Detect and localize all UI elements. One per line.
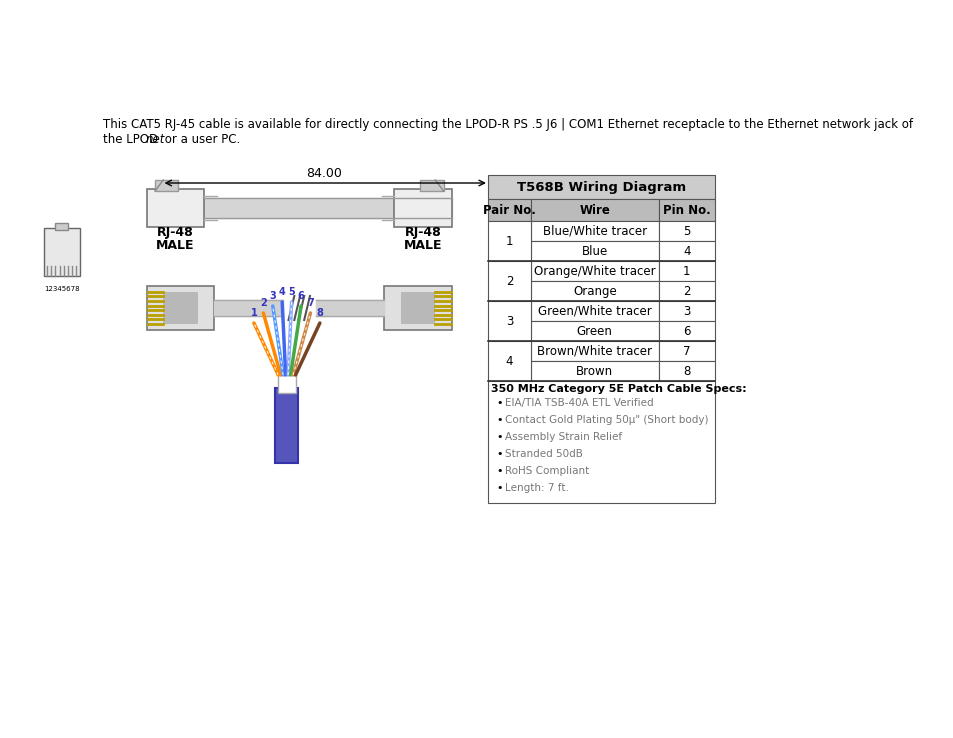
FancyBboxPatch shape <box>488 175 714 199</box>
Text: EIA/TIA TSB-40A ETL Verified: EIA/TIA TSB-40A ETL Verified <box>504 398 653 408</box>
FancyBboxPatch shape <box>488 199 531 221</box>
Text: 6: 6 <box>682 325 690 337</box>
Text: 7: 7 <box>682 345 690 357</box>
Text: Green/White tracer: Green/White tracer <box>537 305 651 317</box>
FancyBboxPatch shape <box>658 321 714 341</box>
Text: 2: 2 <box>682 285 690 297</box>
FancyBboxPatch shape <box>531 281 658 301</box>
Text: RJ-48: RJ-48 <box>157 226 193 239</box>
FancyBboxPatch shape <box>531 221 658 241</box>
FancyBboxPatch shape <box>531 361 658 381</box>
FancyBboxPatch shape <box>163 292 197 324</box>
Text: 8: 8 <box>316 308 323 318</box>
FancyBboxPatch shape <box>658 301 714 321</box>
Text: or a user PC.: or a user PC. <box>161 133 240 146</box>
Text: •: • <box>496 466 502 476</box>
Text: Assembly Strain Relief: Assembly Strain Relief <box>504 432 621 442</box>
Text: RoHS Compliant: RoHS Compliant <box>504 466 588 476</box>
FancyBboxPatch shape <box>394 189 452 227</box>
Text: •: • <box>496 398 502 408</box>
Text: Pair No.: Pair No. <box>482 204 536 216</box>
Text: MALE: MALE <box>156 239 194 252</box>
FancyBboxPatch shape <box>55 223 69 230</box>
FancyBboxPatch shape <box>44 228 80 276</box>
FancyBboxPatch shape <box>488 381 714 503</box>
Text: 2: 2 <box>505 275 513 288</box>
FancyBboxPatch shape <box>531 241 658 261</box>
FancyBboxPatch shape <box>147 189 204 227</box>
Text: Green: Green <box>577 325 612 337</box>
FancyBboxPatch shape <box>658 221 714 241</box>
FancyBboxPatch shape <box>488 301 531 341</box>
FancyBboxPatch shape <box>658 241 714 261</box>
Text: 3: 3 <box>505 314 513 328</box>
Text: 8: 8 <box>682 365 690 378</box>
Text: •: • <box>496 432 502 442</box>
Polygon shape <box>275 388 298 463</box>
FancyBboxPatch shape <box>531 261 658 281</box>
Text: net: net <box>145 133 164 146</box>
FancyBboxPatch shape <box>658 261 714 281</box>
Text: This CAT5 RJ-45 cable is available for directly connecting the LPOD-R PS .5 J6 |: This CAT5 RJ-45 cable is available for d… <box>103 118 912 131</box>
FancyBboxPatch shape <box>531 341 658 361</box>
Text: 1: 1 <box>505 235 513 247</box>
Text: 350 MHz Category 5E Patch Cable Specs:: 350 MHz Category 5E Patch Cable Specs: <box>491 384 746 394</box>
FancyBboxPatch shape <box>531 199 658 221</box>
FancyBboxPatch shape <box>488 261 531 301</box>
Polygon shape <box>277 373 295 393</box>
Text: 4: 4 <box>278 287 285 297</box>
FancyBboxPatch shape <box>658 199 714 221</box>
FancyBboxPatch shape <box>154 180 178 191</box>
Text: Stranded 50dB: Stranded 50dB <box>504 449 581 459</box>
Text: 7: 7 <box>307 298 314 308</box>
Text: 5: 5 <box>682 224 690 238</box>
Text: 3: 3 <box>269 291 275 301</box>
Text: Blue: Blue <box>581 244 607 258</box>
Text: Orange: Orange <box>573 285 616 297</box>
FancyBboxPatch shape <box>658 361 714 381</box>
Text: RJ-48: RJ-48 <box>404 226 441 239</box>
FancyBboxPatch shape <box>147 286 214 330</box>
Text: Length: 7 ft.: Length: 7 ft. <box>504 483 568 493</box>
Text: 1: 1 <box>682 264 690 277</box>
FancyBboxPatch shape <box>531 321 658 341</box>
Text: 2: 2 <box>259 298 267 308</box>
Text: Brown: Brown <box>576 365 613 378</box>
FancyBboxPatch shape <box>488 341 531 381</box>
Text: Brown/White tracer: Brown/White tracer <box>537 345 652 357</box>
Text: Wire: Wire <box>578 204 610 216</box>
Text: Pin No.: Pin No. <box>662 204 710 216</box>
Text: MALE: MALE <box>403 239 441 252</box>
Text: the LPOD: the LPOD <box>103 133 158 146</box>
Text: Orange/White tracer: Orange/White tracer <box>534 264 655 277</box>
FancyBboxPatch shape <box>658 281 714 301</box>
Text: 84.00: 84.00 <box>306 167 341 180</box>
Text: 6: 6 <box>297 291 304 301</box>
Text: 12345678: 12345678 <box>44 286 79 292</box>
Text: Contact Gold Plating 50μ" (Short body): Contact Gold Plating 50μ" (Short body) <box>504 415 707 425</box>
FancyBboxPatch shape <box>400 292 435 324</box>
Text: 5: 5 <box>288 287 294 297</box>
FancyBboxPatch shape <box>531 301 658 321</box>
FancyBboxPatch shape <box>658 341 714 361</box>
FancyBboxPatch shape <box>384 286 452 330</box>
FancyBboxPatch shape <box>488 221 531 261</box>
Text: •: • <box>496 415 502 425</box>
Text: 4: 4 <box>682 244 690 258</box>
FancyBboxPatch shape <box>420 180 443 191</box>
Text: 4: 4 <box>505 354 513 368</box>
Text: T568B Wiring Diagram: T568B Wiring Diagram <box>517 181 685 193</box>
Text: •: • <box>496 449 502 459</box>
Text: 1: 1 <box>251 308 257 318</box>
Text: Blue/White tracer: Blue/White tracer <box>542 224 646 238</box>
Text: 3: 3 <box>682 305 690 317</box>
Text: •: • <box>496 483 502 493</box>
